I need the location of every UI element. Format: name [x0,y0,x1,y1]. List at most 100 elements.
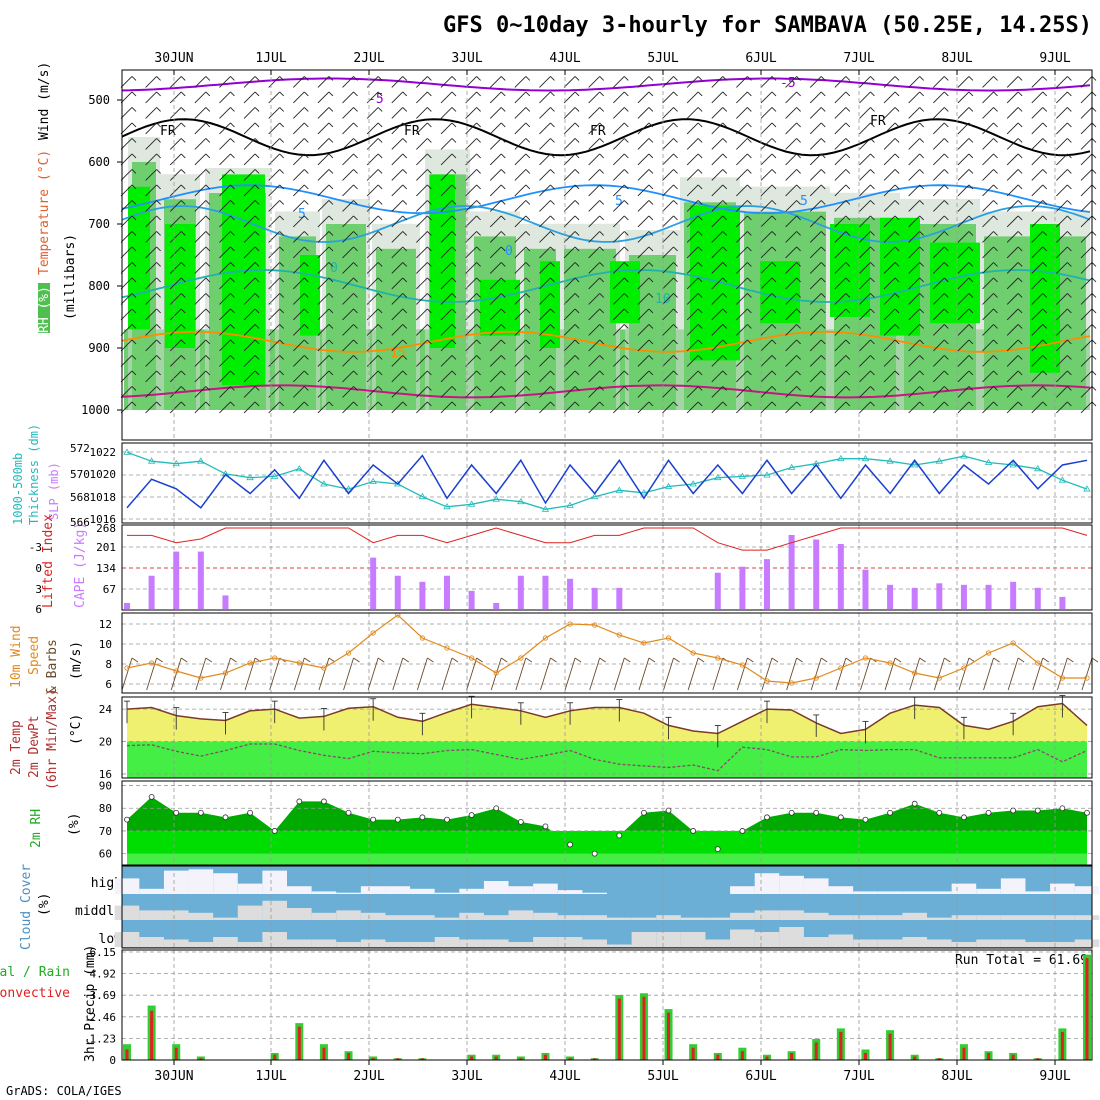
wind-barb-flag [870,200,875,205]
wind-barb [883,138,896,150]
cloud-cell-high [188,869,214,894]
cape-tick-label: 67 [103,583,116,596]
wind-barb [785,169,797,181]
wind-barb-flag [402,386,408,391]
wind-barb [736,293,748,305]
wind-barb-flag [328,339,334,345]
wind-barb [342,107,354,119]
wind-barb-flag [771,122,777,128]
wind-barb-flag [427,153,432,159]
top-date-label: 9JUL [1039,51,1070,66]
rh-saturated-region [690,205,740,361]
wind-barb-flag [328,277,334,283]
wind-barb-flag [796,153,801,159]
contour-label: 5 [800,194,808,209]
wind-barb [465,215,477,228]
wind-barb [859,138,871,150]
wind-barb-flag [820,138,826,143]
wind-barb-flag [353,386,358,391]
wind-barb-flag [1017,401,1023,407]
cape-bar [862,569,869,609]
wind10-barb [490,657,502,691]
wind-barb-flag [943,401,949,407]
rh2m-marker [148,793,155,800]
wind-barb [194,386,207,398]
wind10-barb [884,657,896,691]
wind-barb-flag [1067,262,1072,267]
wind-barb-flag [451,215,457,221]
wind-barb-flag [254,370,260,376]
wind-barb [612,324,625,336]
wind-barb [883,200,896,212]
wind-barb [785,107,797,119]
wind-barb [342,231,354,243]
wind-barb [1056,277,1068,290]
wind-barb-flag [870,401,875,407]
wind-barb [883,339,896,352]
wind-barb-flag [796,386,801,391]
cloud-cell-middle [557,915,583,920]
wind-barb-flag [156,138,161,143]
wind-barb-flag [943,293,949,298]
wind-barb [1080,370,1093,383]
wind-barb-flag [894,215,900,221]
cloud-cell-high [779,875,804,894]
wind-barb-flag [279,277,285,283]
wind-barb [416,200,428,212]
wind-barb [465,122,477,135]
wind-barb-flag [968,401,974,407]
precip-convective-bar [740,1051,744,1060]
wind-barb [883,308,896,321]
wind-barb-flag [870,153,875,159]
top-date-label: 1JUL [255,51,286,66]
wind-barb [342,308,354,321]
wind-barb-flag [1042,293,1048,298]
wind-barb [169,107,182,119]
wind-barb-flag [574,215,580,221]
thickness-marker [664,482,673,489]
wind-barb [588,138,601,150]
wind-barb [711,262,724,274]
wind-barb [145,246,157,259]
wind-barb [637,308,650,321]
wind-barb [662,386,674,398]
wind10-barb [146,657,158,691]
wind-barb-flag [1067,200,1072,205]
wind-barb-flag [550,122,555,128]
cloud-cell-high [213,873,238,894]
wind-barb [785,262,797,274]
wind-barb-flag [328,308,334,314]
wind-barb [736,339,748,352]
cape-bar [1059,596,1066,609]
wind-barb-flag [845,91,851,97]
wind-barb [145,200,157,212]
wind-barb-flag [796,262,801,267]
wind-barb-flag [402,200,408,205]
wind-barb [416,169,428,181]
wind-barb [1056,215,1068,228]
thickness-tick-label: 568 [70,491,90,504]
wind-barb-flag [427,324,432,329]
wind-barb [391,308,404,321]
wind-barb [932,324,945,336]
wind-barb-flag [550,138,555,143]
wind-barb [859,200,871,212]
wind-barb [957,324,970,336]
wind-barb-flag [820,386,826,391]
wind-barb-flag [156,107,161,112]
ten-contour [121,269,1091,303]
wind-barb [243,231,256,243]
wind-barb [440,277,453,290]
wind10-barb-flag [205,657,213,663]
wind10-barb-flag [230,657,237,663]
precip-panel-labels: Total / Rain Convective 3hr Precip (mm) … [0,945,1088,1062]
wind-barb [514,293,527,305]
wind-barb [342,324,354,336]
wind-barb [809,184,822,197]
wind-barb [662,184,674,197]
wind10-marker [592,622,598,628]
wind-barb-flag [919,91,925,97]
wind-barb [834,262,847,274]
wind-barb-flag [722,246,728,252]
wind-barb-flag [500,200,506,205]
